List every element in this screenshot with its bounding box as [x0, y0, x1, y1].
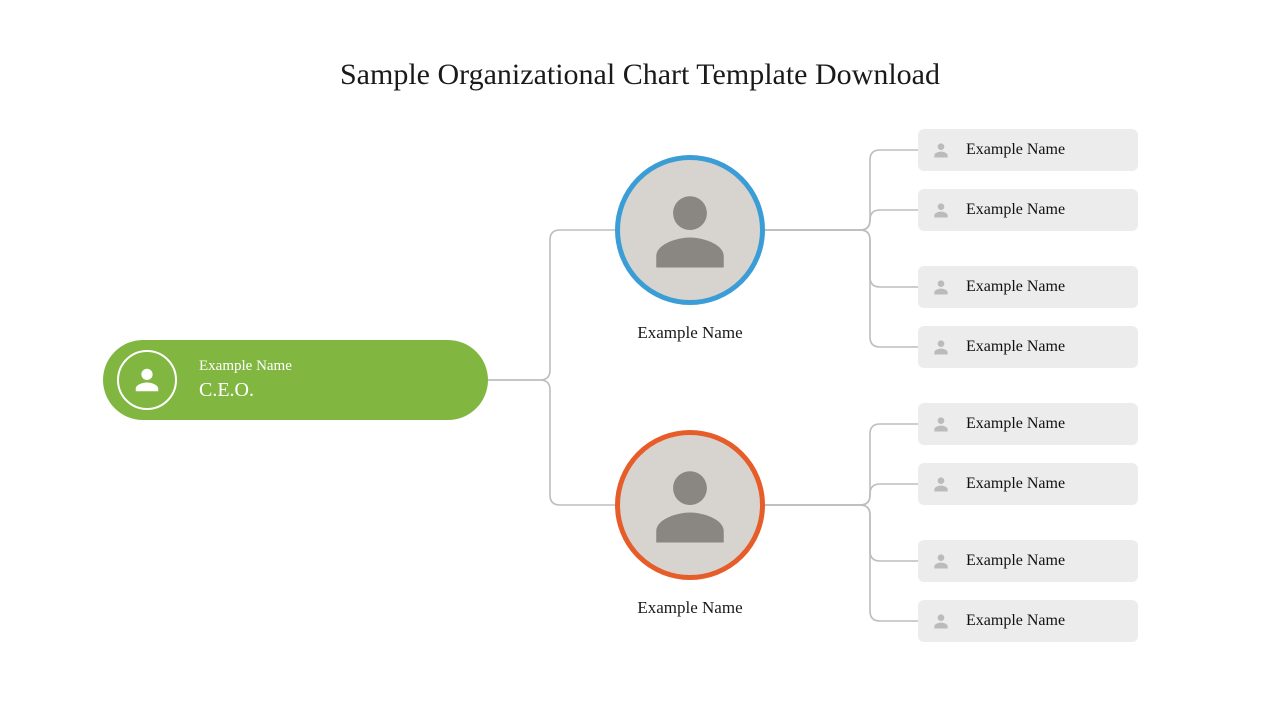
person-icon [930, 550, 952, 572]
leaf-node: Example Name [918, 266, 1138, 308]
leaf-node: Example Name [918, 189, 1138, 231]
person-icon [930, 473, 952, 495]
leaf-name: Example Name [966, 278, 1065, 296]
leaf-name: Example Name [966, 201, 1065, 219]
leaf-node: Example Name [918, 403, 1138, 445]
ceo-node: Example Name C.E.O. [103, 340, 488, 420]
manager-2-name: Example Name [590, 598, 790, 618]
manager-1-name: Example Name [590, 323, 790, 343]
page-title: Sample Organizational Chart Template Dow… [0, 58, 1280, 92]
person-icon [930, 413, 952, 435]
person-icon [930, 139, 952, 161]
person-icon [930, 276, 952, 298]
leaf-name: Example Name [966, 338, 1065, 356]
person-icon [930, 336, 952, 358]
leaf-name: Example Name [966, 552, 1065, 570]
person-icon [930, 610, 952, 632]
ceo-name: Example Name [199, 358, 292, 375]
leaf-name: Example Name [966, 141, 1065, 159]
leaf-name: Example Name [966, 475, 1065, 493]
manager-node-1 [615, 155, 765, 305]
leaf-node: Example Name [918, 600, 1138, 642]
leaf-node: Example Name [918, 326, 1138, 368]
leaf-name: Example Name [966, 612, 1065, 630]
ceo-role: C.E.O. [199, 379, 292, 402]
leaf-node: Example Name [918, 463, 1138, 505]
leaf-name: Example Name [966, 415, 1065, 433]
leaf-node: Example Name [918, 540, 1138, 582]
leaf-node: Example Name [918, 129, 1138, 171]
person-icon [930, 199, 952, 221]
person-icon [117, 350, 177, 410]
avatar-placeholder-icon [645, 185, 735, 275]
avatar-placeholder-icon [645, 460, 735, 550]
manager-node-2 [615, 430, 765, 580]
